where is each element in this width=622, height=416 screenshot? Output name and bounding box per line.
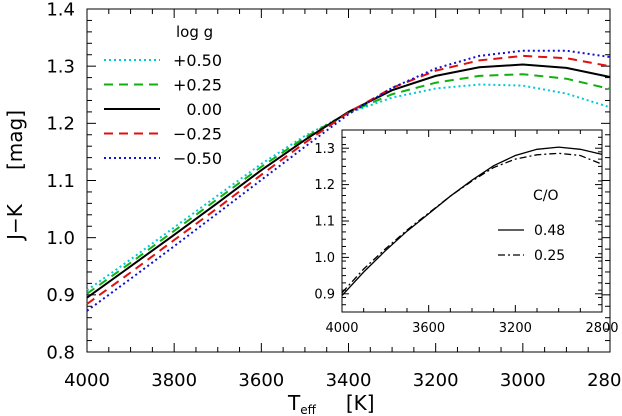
x-tick-label: 3400: [326, 370, 372, 391]
y-tick-label: 1.4: [46, 0, 75, 20]
inset-legend-label: 0.25: [534, 248, 565, 264]
inset-chart: 4000 3600 3200 2800 0.9 1.0 1.1 1.2 1.3 C/O 0.48 0.…: [314, 129, 619, 336]
x-tick-label: 4000: [64, 370, 110, 391]
y-tick-label: 0.8: [46, 342, 75, 363]
y-axis-unit: [mag]: [3, 110, 27, 170]
x-tick-label: 3600: [238, 370, 284, 391]
x-tick-label: 3800: [151, 370, 197, 391]
inset-y-tick-label: 1.3: [314, 142, 335, 157]
inset-y-tick-label: 1.1: [314, 215, 335, 230]
legend-label: +0.50: [173, 51, 222, 70]
legend-title: log g: [176, 23, 213, 41]
legend-label: 0.00: [186, 100, 222, 119]
y-axis-label: J−K: [3, 203, 27, 242]
series-line-4: [86, 54, 611, 305]
x-axis-label: Teff [K]: [287, 391, 375, 416]
inset-y-tick-label: 0.9: [314, 287, 335, 302]
inset-x-tick-label: 3600: [412, 321, 445, 336]
inset-series-line-1: [341, 146, 603, 297]
x-tick-label: 3200: [413, 370, 459, 391]
main-chart: 4000 3800 3600 3400 3200 3000 2800 0.8 0.9 1.0 1.1…: [3, 0, 622, 416]
y-tick-label: 0.9: [46, 285, 75, 306]
x-tick-label: 3000: [500, 370, 546, 391]
y-tick-label: 1.2: [46, 114, 75, 135]
x-tick-label: 2800: [587, 370, 622, 391]
inset-x-tick-label: 2800: [585, 321, 618, 336]
inset-x-tick-label: 3200: [499, 321, 532, 336]
series-line-5: [86, 49, 611, 312]
inset-y-tick-label: 1.0: [314, 251, 335, 266]
legend-label: +0.25: [173, 76, 222, 95]
y-tick-label: 1.3: [46, 56, 75, 77]
inset-legend-label: 0.48: [534, 223, 565, 239]
y-tick-label: 1.1: [46, 171, 75, 192]
legend-label: −0.50: [173, 149, 222, 168]
inset-plot-frame: [341, 129, 603, 313]
inset-x-tick-label: 4000: [325, 321, 358, 336]
inset-series-line-2: [341, 152, 603, 294]
legend-label: −0.25: [173, 125, 222, 144]
series-line-3: [86, 63, 611, 299]
inset-legend-title: C/O: [533, 188, 559, 204]
inset-y-tick-label: 1.2: [314, 178, 335, 193]
y-tick-label: 1.0: [46, 228, 75, 249]
